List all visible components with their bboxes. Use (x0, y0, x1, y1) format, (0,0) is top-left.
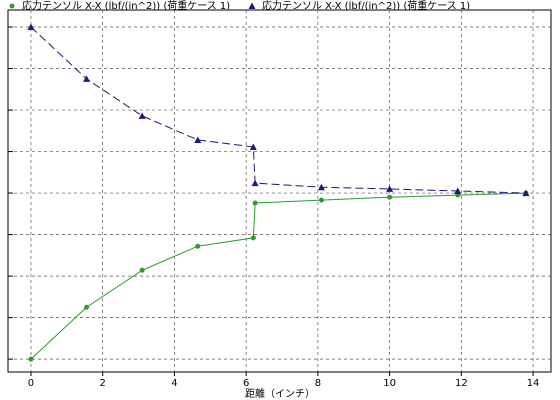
legend-label: 応力テンソル X-X (lbf/(in^2)) (荷重ケース 1) (262, 0, 470, 12)
point (252, 200, 258, 206)
point (250, 235, 256, 241)
point (83, 75, 91, 82)
x-tick-label: 2 (99, 378, 105, 389)
x-tick-label: 0 (28, 378, 34, 389)
plot-frame (7, 9, 552, 373)
point (386, 185, 394, 192)
point (317, 183, 325, 191)
point (318, 197, 324, 203)
x-tick-label: 12 (455, 378, 468, 389)
x-tick-label: 8 (315, 378, 321, 389)
point (249, 143, 257, 150)
point (84, 304, 90, 310)
point (522, 189, 530, 197)
point (251, 179, 259, 187)
point (139, 267, 145, 273)
legend-marker (9, 3, 15, 9)
point (138, 112, 146, 119)
point (27, 23, 35, 31)
x-tick-label: 6 (243, 378, 249, 389)
series-line (30, 192, 526, 360)
legend-label: 応力テンソル X-X (lbf/(in^2)) (荷重ケース 1) (22, 0, 230, 12)
point (387, 194, 393, 200)
x-tick-label: 14 (527, 378, 540, 389)
x-tick-label: 10 (383, 378, 396, 389)
x-tick-label: 4 (171, 378, 177, 389)
point (454, 187, 462, 194)
series-line (30, 26, 526, 194)
point (194, 136, 202, 143)
legend-marker (248, 2, 256, 9)
point (195, 243, 201, 249)
x-axis-label: 距離（インチ） (245, 387, 315, 400)
point (28, 356, 34, 362)
